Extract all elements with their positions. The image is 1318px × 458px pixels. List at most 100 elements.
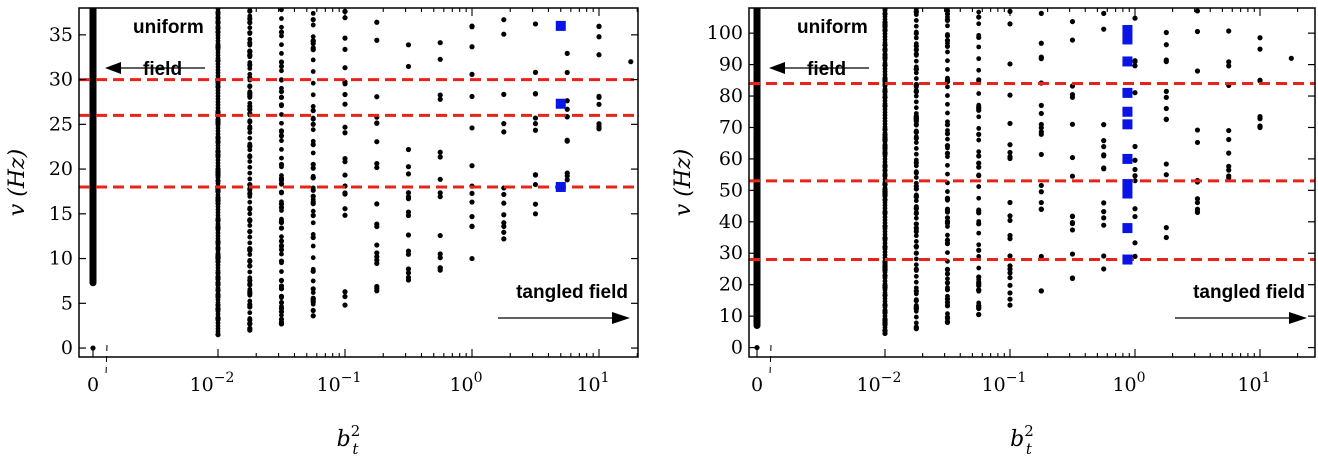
data-point [1132, 206, 1138, 212]
data-point [1038, 151, 1044, 158]
data-point [945, 49, 950, 55]
y-tick-label: 0 [61, 337, 73, 359]
data-point [279, 51, 284, 56]
data-point [437, 40, 443, 46]
data-point [310, 80, 316, 86]
data-point [1288, 55, 1294, 61]
data-point [945, 145, 950, 151]
data-point [247, 292, 253, 298]
data-point [501, 220, 507, 226]
data-point [278, 63, 285, 69]
data-point [1069, 121, 1076, 127]
data-point [1101, 215, 1107, 221]
data-point [247, 25, 253, 31]
data-point [310, 185, 316, 191]
data-point [945, 302, 950, 308]
data-point [913, 175, 919, 180]
data-point [342, 35, 348, 41]
data-point [913, 70, 919, 76]
data-point [944, 314, 951, 320]
data-point [1132, 58, 1138, 64]
data-point [976, 184, 982, 189]
data-point [913, 58, 919, 64]
data-point [247, 252, 253, 257]
data-point [469, 71, 475, 77]
data-point [976, 131, 982, 137]
data-point [247, 287, 253, 292]
data-point [278, 238, 285, 244]
data-point [1226, 173, 1232, 179]
data-point [976, 230, 982, 236]
data-point [247, 269, 253, 275]
data-point [945, 32, 950, 37]
data-point [1007, 263, 1013, 269]
data-point [247, 124, 253, 129]
data-point [374, 37, 380, 43]
data-point [405, 190, 412, 196]
y-tick-label: 30 [719, 242, 743, 264]
data-point [945, 66, 950, 72]
data-point [310, 173, 316, 179]
data-point [945, 241, 950, 247]
data-point [342, 302, 348, 308]
data-point [564, 173, 570, 179]
y-tick-label: 90 [719, 54, 743, 76]
data-point [310, 92, 316, 98]
data-point [913, 239, 919, 244]
data-point [247, 257, 253, 263]
data-point [1194, 196, 1201, 202]
data-point [945, 189, 950, 194]
data-point [976, 172, 982, 178]
data-point [913, 303, 919, 308]
x-tick-label: 101 [1237, 370, 1270, 396]
data-point [247, 310, 253, 316]
data-point [374, 223, 380, 230]
x-axis-label: b2 t [337, 422, 361, 458]
data-point [564, 106, 570, 112]
data-point [564, 69, 570, 76]
data-point [374, 242, 380, 248]
data-point [976, 305, 982, 311]
data-point [310, 278, 316, 284]
data-point [310, 104, 316, 109]
data-point [247, 281, 253, 287]
data-point [310, 127, 316, 133]
data-point [913, 52, 919, 58]
data-point [945, 23, 950, 29]
data-point [945, 171, 950, 177]
data-point [278, 133, 285, 139]
data-point [279, 295, 284, 301]
highlight-point [1122, 106, 1133, 117]
highlight-point [1122, 223, 1133, 234]
data-point [469, 223, 475, 230]
data-point [247, 66, 253, 71]
data-point [976, 137, 982, 143]
x-tick-label: 10−2 [857, 370, 902, 396]
data-point [310, 286, 316, 292]
data-point [247, 95, 253, 100]
data-point [596, 123, 602, 130]
data-point [279, 277, 284, 283]
data-point [310, 307, 316, 314]
data-point [405, 212, 412, 219]
data-point [1069, 173, 1076, 179]
data-point [501, 91, 507, 97]
data-point [1038, 40, 1044, 46]
data-point [279, 129, 284, 135]
data-point [374, 160, 380, 167]
data-point [1101, 266, 1107, 272]
data-point [1257, 113, 1263, 120]
data-point [278, 299, 285, 306]
data-point [1007, 142, 1013, 148]
data-point [1163, 88, 1169, 94]
data-point [279, 242, 284, 248]
data-point [1132, 173, 1138, 179]
data-point [913, 93, 919, 99]
x-axis-label-sub: t [1026, 440, 1033, 458]
data-point [247, 60, 253, 65]
data-point [1069, 37, 1076, 43]
data-point [279, 94, 284, 100]
data-point [945, 162, 950, 168]
data-point [913, 291, 919, 297]
data-point [913, 47, 919, 52]
